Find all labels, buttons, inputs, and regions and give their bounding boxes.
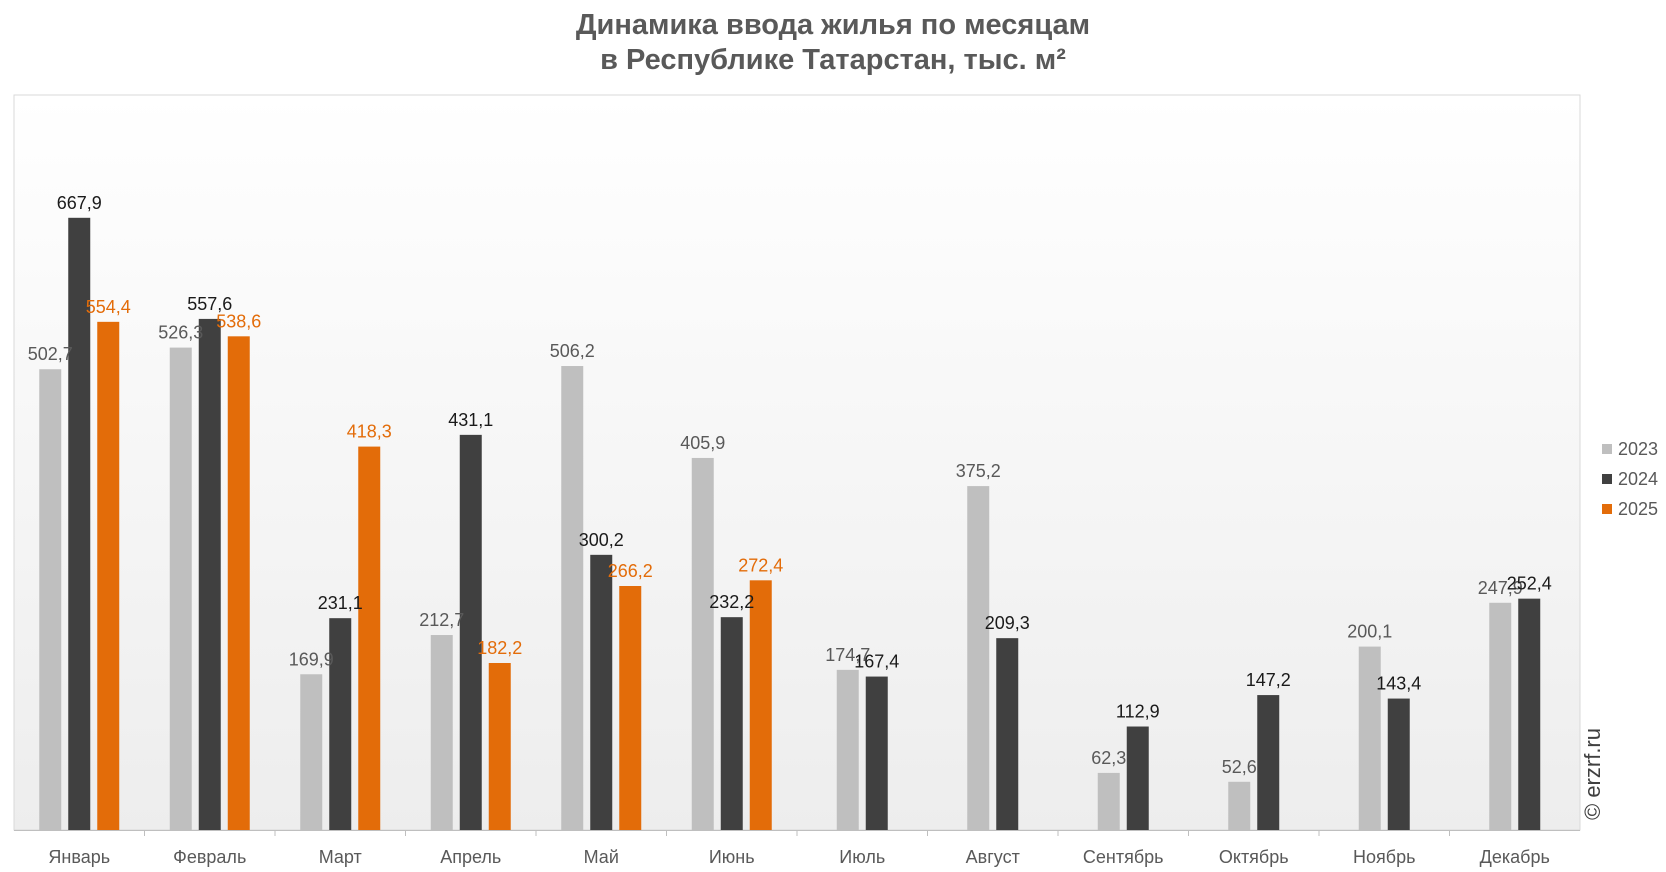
data-label-2023-5: 506,2	[550, 341, 595, 361]
data-label-2024-12: 252,4	[1507, 574, 1552, 594]
bar-2024-11	[1387, 698, 1410, 830]
legend-label-2023: 2023	[1618, 438, 1659, 459]
legend-item-2025: 2025	[1602, 494, 1658, 524]
bar-2023-11	[1358, 646, 1381, 830]
bar-2023-3	[300, 674, 323, 830]
chart-legend: 2023 2024 2025	[1602, 434, 1658, 524]
bar-2023-7	[836, 669, 859, 830]
data-label-2024-1: 667,9	[57, 193, 102, 213]
legend-swatch-2025	[1602, 504, 1612, 514]
data-label-2025-6: 272,4	[738, 555, 783, 575]
data-label-2023-2: 526,3	[158, 323, 203, 343]
data-label-2023-9: 62,3	[1091, 748, 1126, 768]
category-label: Март	[319, 847, 362, 867]
legend-item-2024: 2024	[1602, 464, 1658, 494]
bar-2023-9	[1097, 772, 1120, 830]
data-label-2024-3: 231,1	[318, 593, 363, 613]
data-label-2023-12: 247,9	[1478, 578, 1523, 598]
bar-2023-4	[430, 635, 453, 830]
data-label-2024-7: 167,4	[854, 652, 899, 672]
bar-2025-2	[227, 336, 250, 830]
category-label: Сентябрь	[1083, 847, 1164, 867]
bar-2023-12	[1489, 602, 1512, 830]
data-label-2025-4: 182,2	[477, 638, 522, 658]
category-label: Апрель	[440, 847, 501, 867]
bar-2024-4	[459, 434, 482, 830]
bar-2025-1	[97, 321, 120, 830]
bar-2023-6	[691, 457, 714, 830]
data-label-2025-1: 554,4	[86, 297, 131, 317]
category-label: Июль	[839, 847, 885, 867]
bar-2024-9	[1126, 726, 1149, 830]
legend-item-2023: 2023	[1602, 434, 1658, 464]
category-label: Декабрь	[1480, 847, 1550, 867]
bar-2024-12	[1518, 598, 1541, 830]
legend-swatch-2024	[1602, 474, 1612, 484]
data-label-2025-5: 266,2	[608, 561, 653, 581]
bar-2024-3	[329, 618, 352, 830]
data-label-2024-2: 557,6	[187, 294, 232, 314]
bar-2024-1	[68, 217, 91, 830]
bar-2025-3	[358, 446, 381, 830]
bar-2023-5	[561, 366, 584, 830]
bar-2024-2	[198, 318, 221, 830]
bar-2025-5	[619, 586, 642, 830]
data-label-2024-11: 143,4	[1376, 674, 1421, 694]
bar-2023-1	[39, 369, 62, 830]
data-label-2024-4: 431,1	[448, 410, 493, 430]
data-label-2023-6: 405,9	[680, 433, 725, 453]
category-label: Ноябрь	[1353, 847, 1415, 867]
chart-title-line-2: в Республике Татарстан, тыс. м²	[600, 44, 1066, 76]
bar-2025-6	[749, 580, 772, 830]
bar-2024-5	[590, 554, 613, 830]
category-label: Июнь	[709, 847, 755, 867]
data-label-2023-10: 52,6	[1222, 757, 1257, 777]
data-label-2024-5: 300,2	[579, 530, 624, 550]
legend-label-2024: 2024	[1618, 468, 1659, 489]
chart-title: Динамика ввода жилья по месяцам в Респуб…	[0, 8, 1666, 78]
data-label-2024-6: 232,2	[709, 592, 754, 612]
category-label: Октябрь	[1219, 847, 1289, 867]
bar-2023-2	[169, 347, 192, 830]
legend-label-2025: 2025	[1618, 498, 1659, 519]
category-label: Май	[584, 847, 619, 867]
data-label-2025-3: 418,3	[347, 422, 392, 442]
bar-2024-6	[720, 617, 743, 830]
chart-title-line-1: Динамика ввода жилья по месяцам	[575, 9, 1091, 41]
data-label-2023-1: 502,7	[28, 344, 73, 364]
data-label-2024-9: 112,9	[1116, 702, 1160, 722]
bar-2025-4	[488, 662, 511, 830]
data-label-2023-8: 375,2	[956, 461, 1001, 481]
bar-2023-10	[1228, 781, 1251, 830]
category-label: Январь	[48, 847, 110, 867]
data-label-2025-2: 538,6	[216, 311, 261, 331]
data-label-2023-7: 174,7	[825, 645, 870, 665]
plot-area	[13, 94, 1581, 831]
bar-2024-7	[865, 676, 888, 830]
bar-2024-8	[996, 638, 1019, 830]
bar-2024-10	[1257, 695, 1280, 830]
data-label-2024-10: 147,2	[1246, 670, 1291, 690]
data-label-2023-11: 200,1	[1347, 622, 1392, 642]
data-label-2023-4: 212,7	[419, 610, 464, 630]
data-label-2023-3: 169,9	[289, 649, 334, 669]
category-label: Август	[966, 847, 1020, 867]
category-label: Февраль	[173, 847, 246, 867]
watermark-text: © erzrf.ru	[1580, 728, 1605, 820]
data-label-2024-8: 209,3	[985, 613, 1030, 633]
legend-swatch-2023	[1602, 444, 1612, 454]
bar-2023-8	[967, 486, 990, 830]
